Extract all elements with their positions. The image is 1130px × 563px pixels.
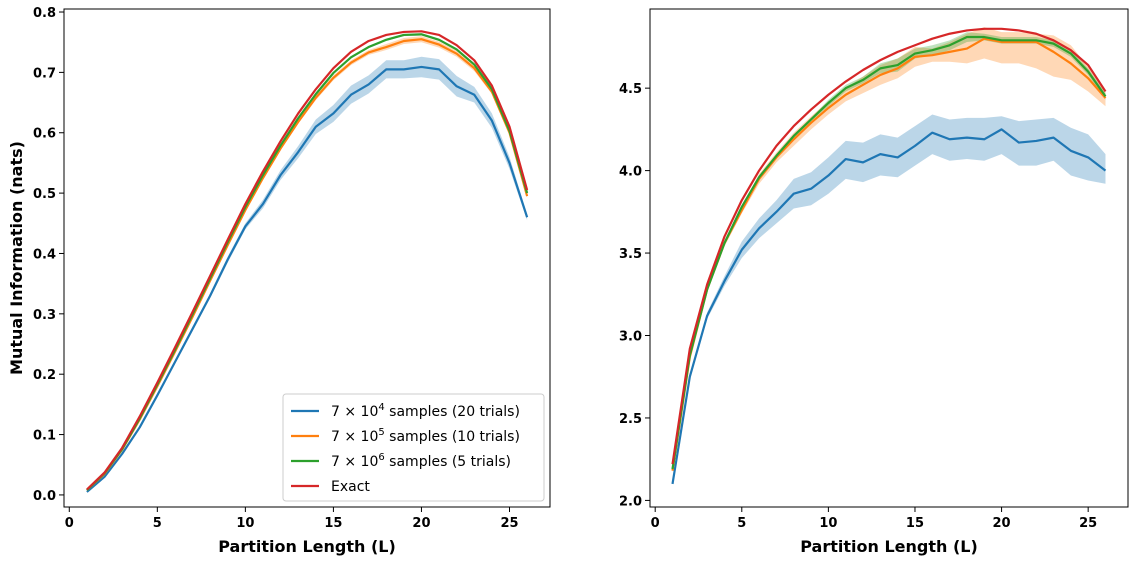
series-line-2 — [671, 37, 1107, 471]
series-line-1 — [671, 128, 1107, 485]
y-axis-label: Mutual Information (nats) — [7, 141, 26, 375]
x-tick-label: 25 — [500, 516, 518, 531]
x-tick-label: 5 — [153, 516, 162, 531]
legend-label-1: 7 × 104 samples (20 trials) — [331, 402, 520, 420]
y-tick-label: 0.3 — [33, 308, 56, 323]
series-line-3 — [671, 35, 1107, 470]
legend-box — [282, 393, 545, 502]
x-tick-label: 5 — [737, 516, 746, 531]
y-tick-label: 0.4 — [33, 247, 56, 262]
plot-area — [86, 30, 529, 493]
chart-panel-2: 0 5 10 15 20 25 2.0 2.5 3.0 3.5 4.0 4.5 Partition Le… — [619, 8, 1129, 556]
y-tick-label: 0.2 — [33, 368, 56, 383]
x-tick-label: 0 — [651, 516, 660, 531]
confidence-band-1 — [672, 114, 1106, 484]
x-tick-label: 10 — [819, 516, 837, 531]
x-tick-label: 10 — [236, 516, 254, 531]
y-tick-label: 0.0 — [33, 489, 56, 504]
series-line-4 — [86, 30, 529, 491]
y-tick-label: 3.5 — [619, 247, 642, 262]
series-line-4 — [671, 27, 1107, 465]
x-tick-label: 20 — [412, 516, 430, 531]
y-tick-label: 3.0 — [619, 330, 642, 345]
y-tick-label: 4.0 — [619, 165, 642, 180]
confidence-band-1 — [86, 56, 528, 492]
legend-label-3: 7 × 106 samples (5 trials) — [331, 452, 511, 470]
y-tick-label: 0.7 — [33, 66, 56, 81]
x-axis-label: Partition Length (L) — [218, 537, 396, 556]
y-tick-label: 0.8 — [33, 6, 56, 21]
plot-area — [671, 27, 1107, 485]
y-tick-label: 4.5 — [619, 82, 642, 97]
y-tick-label: 0.1 — [33, 429, 56, 444]
x-tick-label: 15 — [906, 516, 924, 531]
x-tick-label: 20 — [993, 516, 1011, 531]
y-tick-label: 2.0 — [619, 494, 642, 509]
x-tick-label: 25 — [1079, 516, 1097, 531]
x-tick-label: 0 — [65, 516, 74, 531]
y-tick-label: 2.5 — [619, 412, 642, 427]
y-tick-label: 0.5 — [33, 187, 56, 202]
x-tick-label: 15 — [324, 516, 342, 531]
y-tick-label: 0.6 — [33, 127, 56, 142]
series-line-1 — [86, 65, 529, 493]
legend-label-2: 7 × 105 samples (10 trials) — [331, 427, 520, 445]
chart-panel-1: 0 5 10 15 20 25 0.0 0.1 0.2 0.3 0.4 0.5 0.6 0.7 0.8 Par… — [7, 6, 551, 556]
x-axis-label: Partition Length (L) — [800, 537, 978, 556]
confidence-band-2 — [672, 27, 1106, 473]
plot-frame — [649, 8, 1129, 508]
legend: 7 × 104 samples (20 trials) 7 × 105 sampl… — [282, 393, 545, 502]
legend-label-4: Exact — [331, 479, 370, 495]
plot-frame — [63, 8, 551, 508]
